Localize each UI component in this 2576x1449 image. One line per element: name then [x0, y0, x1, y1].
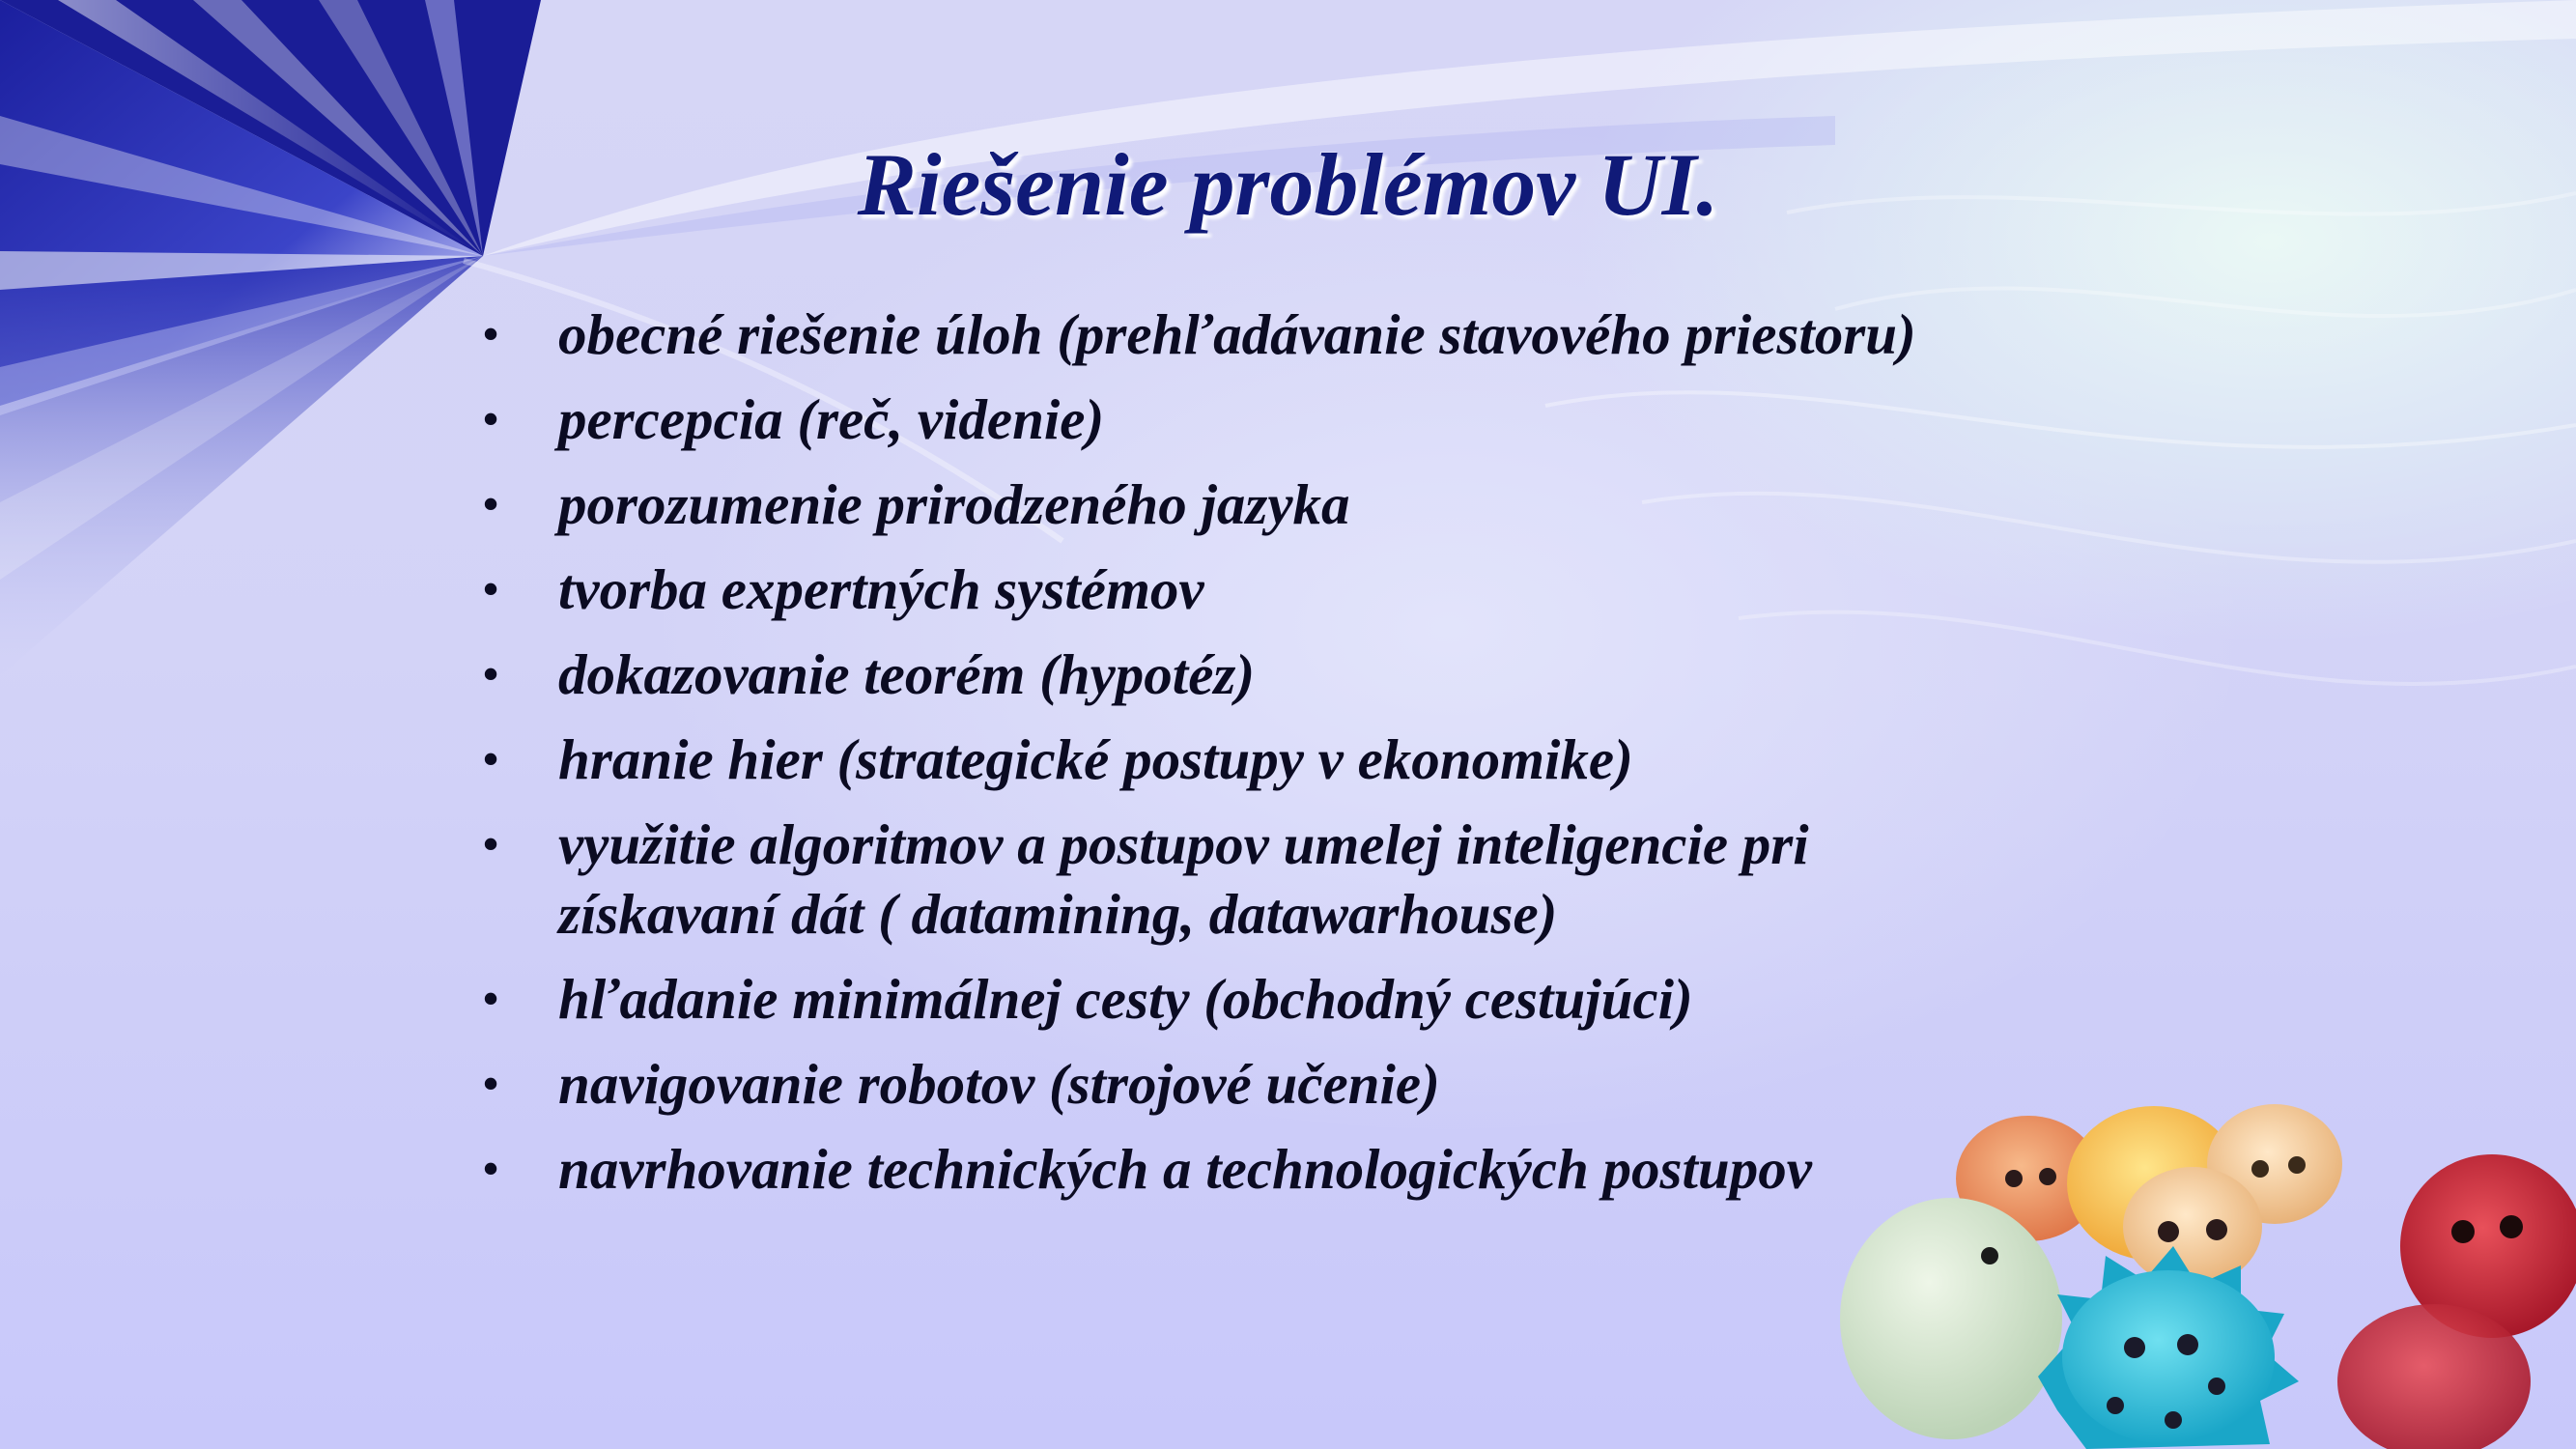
- bullet-icon: •: [483, 734, 499, 783]
- list-item-text: navigovanie robotov (strojové učenie): [558, 1052, 1440, 1116]
- list-item: • obecné riešenie úloh (prehľadávanie sta…: [483, 299, 1990, 369]
- slide-title: Riešenie problémov UI.: [857, 135, 1719, 234]
- bullet-icon: •: [483, 1144, 499, 1193]
- bullet-icon: •: [483, 564, 499, 613]
- list-item-text: porozumenie prirodzeného jazyka: [558, 472, 1350, 536]
- list-item-text: tvorba expertných systémov: [558, 557, 1204, 621]
- list-item: • tvorba expertných systémov: [483, 554, 1990, 624]
- list-item-text: percepcia (reč, videnie): [558, 387, 1105, 451]
- list-item: • hranie hier (strategické postupy v ekon…: [483, 724, 1990, 794]
- list-item-text: dokazovanie teorém (hypotéz): [558, 642, 1255, 706]
- bullet-list: • obecné riešenie úloh (prehľadávanie sta…: [483, 299, 1990, 1219]
- list-item: • percepcia (reč, videnie): [483, 384, 1990, 454]
- plush-microbes-image: [1840, 1104, 2576, 1449]
- bullet-icon: •: [483, 394, 499, 443]
- bullet-icon: •: [483, 1059, 499, 1108]
- list-item: • porozumenie prirodzeného jazyka: [483, 469, 1990, 539]
- list-item: • navrhovanie technických a technologický…: [483, 1134, 1990, 1204]
- list-item: • hľadanie minimálnej cesty (obchodný ces…: [483, 964, 1990, 1034]
- bullet-icon: •: [483, 819, 499, 868]
- list-item-text: hľadanie minimálnej cesty (obchodný cest…: [558, 967, 1693, 1031]
- bullet-icon: •: [483, 309, 499, 358]
- list-item: • navigovanie robotov (strojové učenie): [483, 1049, 1990, 1119]
- list-item-text: obecné riešenie úloh (prehľadávanie stav…: [558, 302, 1916, 366]
- list-item-text: navrhovanie technických a technologickýc…: [558, 1137, 1812, 1201]
- list-item-text: využitie algoritmov a postupov umelej in…: [558, 812, 1809, 946]
- list-item: • využitie algoritmov a postupov umelej i…: [483, 810, 1990, 949]
- bullet-icon: •: [483, 479, 499, 528]
- list-item-text: hranie hier (strategické postupy v ekono…: [558, 727, 1633, 791]
- bullet-icon: •: [483, 974, 499, 1023]
- list-item: • dokazovanie teorém (hypotéz): [483, 639, 1990, 709]
- bullet-icon: •: [483, 649, 499, 698]
